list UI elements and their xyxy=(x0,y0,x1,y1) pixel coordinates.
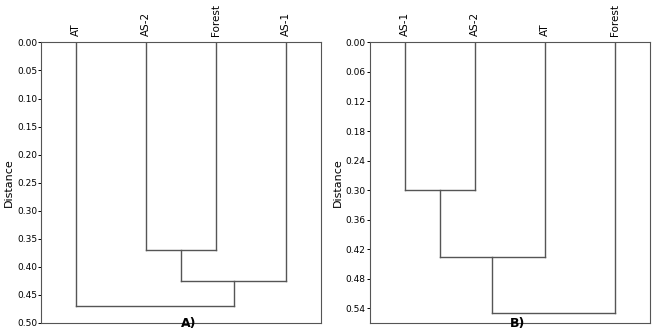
Y-axis label: Distance: Distance xyxy=(4,158,14,207)
Text: B): B) xyxy=(509,317,525,330)
Text: A): A) xyxy=(181,317,197,330)
Y-axis label: Distance: Distance xyxy=(332,158,343,207)
